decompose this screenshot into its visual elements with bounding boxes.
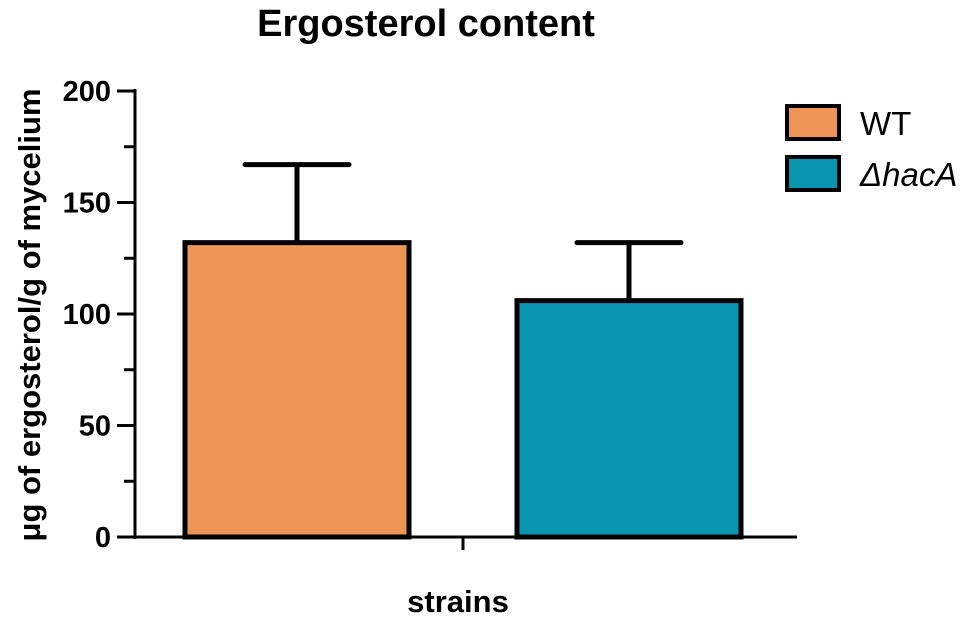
legend-label-1: WT [860, 105, 911, 142]
legend-label-2: ΔhacA [859, 156, 957, 193]
legend-swatch-1 [785, 104, 841, 141]
bar-2 [514, 298, 744, 540]
legend-swatch-2 [785, 155, 841, 192]
legend: WT ΔhacA [785, 104, 957, 193]
y-axis-label: μg of ergosterol/g of mycelium [12, 88, 47, 541]
y-tick-label: 100 [63, 299, 111, 331]
bar-1 [182, 240, 412, 540]
chart-title: Ergosterol content [257, 3, 595, 45]
plot-area: 0 50 100 150 200 [63, 76, 797, 554]
y-tick-label: 0 [95, 522, 111, 554]
x-axis-label: strains [407, 584, 509, 619]
y-tick-label: 200 [63, 76, 111, 108]
y-tick-label: 50 [79, 411, 111, 443]
y-tick-label: 150 [63, 188, 111, 220]
